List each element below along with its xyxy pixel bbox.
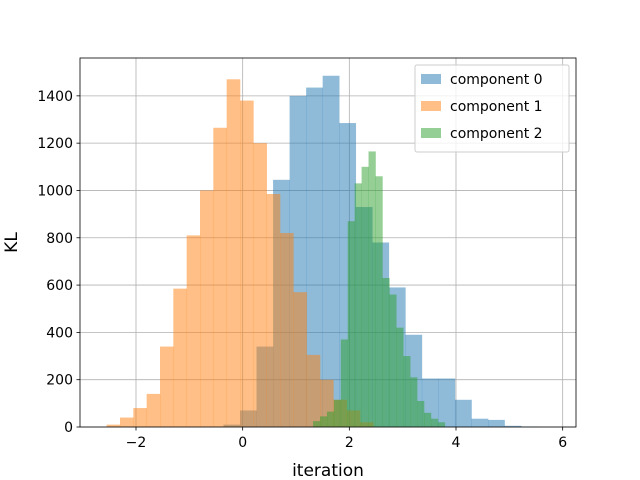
x-tick-label: 0 xyxy=(238,435,247,451)
histogram-bar xyxy=(382,277,390,427)
histogram-bar xyxy=(280,233,294,427)
histogram-bar xyxy=(438,378,456,427)
plot-frame xyxy=(79,57,577,428)
histogram-bar xyxy=(333,399,342,427)
histogram-bar xyxy=(488,419,505,427)
histogram-bar xyxy=(226,79,241,428)
legend-swatch xyxy=(421,128,441,138)
x-axis-label: iteration xyxy=(292,461,364,480)
histogram-bar xyxy=(437,422,446,427)
histogram-bar xyxy=(306,354,321,427)
y-tick-label: 200 xyxy=(46,373,73,389)
histogram-bar xyxy=(504,425,522,427)
y-tick-label: 1000 xyxy=(37,183,73,199)
histogram-bar xyxy=(120,417,134,427)
histogram-bar xyxy=(186,235,201,427)
histogram-bar xyxy=(403,356,411,427)
histogram-bar xyxy=(354,183,362,427)
histogram-bar xyxy=(160,346,174,427)
histogram-bar xyxy=(430,418,439,427)
y-tick-label: 800 xyxy=(46,231,73,247)
histogram-bar xyxy=(240,100,254,428)
histogram-bar xyxy=(410,377,418,427)
histogram-bar xyxy=(322,75,340,427)
series-2-bars xyxy=(313,151,446,428)
histogram-bar xyxy=(133,408,147,427)
x-tick-label: −2 xyxy=(126,435,147,451)
x-tick-label: 2 xyxy=(345,435,354,451)
y-tick-label: 600 xyxy=(46,278,73,294)
legend-label: component 1 xyxy=(450,99,543,115)
legend-swatch xyxy=(421,74,441,84)
legend: component 0 component 1 component 2 xyxy=(414,64,570,153)
histogram-bar xyxy=(320,416,328,427)
legend-frame xyxy=(414,64,570,153)
y-axis-label: KL xyxy=(2,232,22,253)
series-1-bars xyxy=(106,79,374,428)
x-tick-label: 6 xyxy=(558,435,567,451)
histogram-bar xyxy=(417,400,425,427)
histogram-bar xyxy=(266,194,281,427)
histogram-bar xyxy=(375,176,383,427)
histogram-bar xyxy=(146,393,161,427)
y-tick-label: 1200 xyxy=(37,136,73,152)
y-tick-label: 1400 xyxy=(37,89,73,105)
histogram-bar xyxy=(471,418,489,427)
histogram-bar xyxy=(361,166,369,428)
axis-ticks: −2 0 2 4 6 0 200 400 600 800 1000 1200 1400 xyxy=(37,89,567,451)
histogram-bar xyxy=(313,421,321,427)
legend-label: component 0 xyxy=(450,72,543,88)
histogram-bar xyxy=(213,127,227,428)
histogram-bar xyxy=(347,221,355,427)
y-tick-label: 0 xyxy=(64,420,73,436)
histogram-bar xyxy=(253,143,267,427)
histogram-bar xyxy=(454,399,472,427)
x-tick-label: 4 xyxy=(452,435,461,451)
histogram-bar xyxy=(396,327,404,427)
histogram-bar xyxy=(326,411,335,427)
histogram-bar xyxy=(368,151,376,428)
histogram-bar xyxy=(106,424,121,427)
histogram-bar xyxy=(389,294,397,427)
histogram-bar xyxy=(293,292,307,427)
y-tick-label: 400 xyxy=(46,325,73,341)
histogram-bar xyxy=(340,339,349,427)
histogram-bar xyxy=(306,87,323,427)
histogram-bar xyxy=(173,288,187,427)
histogram-bar xyxy=(200,190,214,427)
plot-bars xyxy=(106,75,538,428)
legend-swatch xyxy=(421,101,441,111)
legend-label: component 2 xyxy=(450,126,543,142)
histogram-bar xyxy=(424,412,432,427)
